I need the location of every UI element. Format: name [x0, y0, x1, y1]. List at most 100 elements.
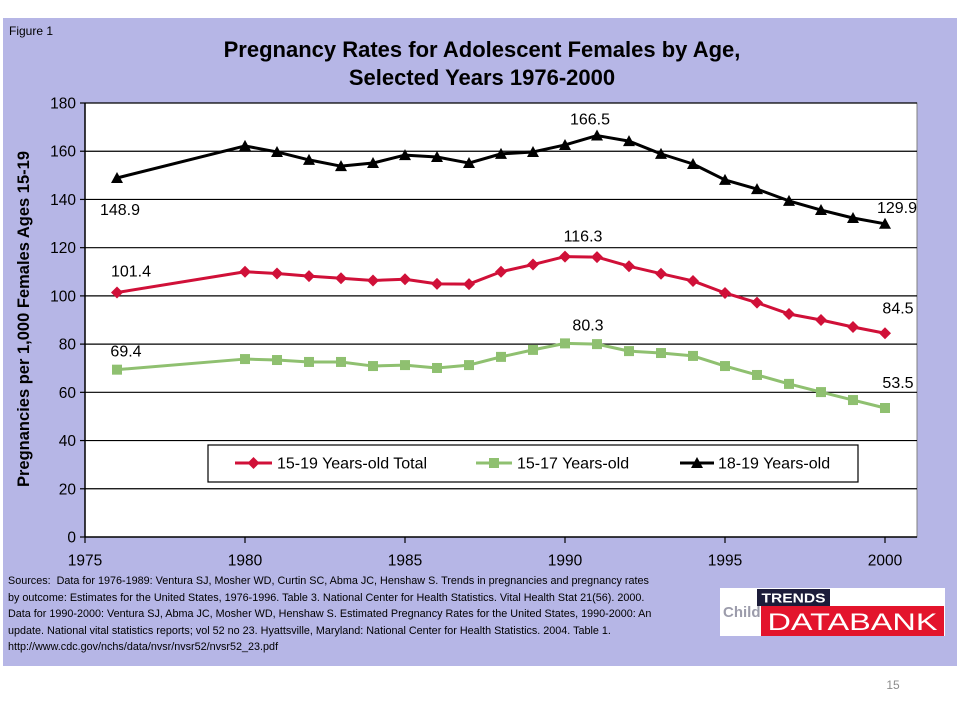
data-point	[688, 350, 698, 361]
series-15-17-years-old: 69.4 80.3 53.5	[110, 317, 914, 414]
data-point	[815, 204, 827, 216]
data-point	[464, 360, 474, 371]
data-point	[624, 346, 634, 357]
y-tick-label: 120	[50, 240, 76, 257]
legend-label: 15-19 Years-old Total	[277, 456, 427, 473]
x-tick-label: 1985	[388, 553, 422, 570]
data-point	[271, 145, 283, 157]
data-point	[687, 158, 699, 170]
child-trends-databank-logo: Child TRENDS DATABANK	[720, 588, 945, 636]
series-line	[115, 255, 887, 335]
data-point	[527, 258, 539, 271]
data-point	[367, 157, 379, 169]
data-point	[559, 138, 571, 150]
legend-marker	[489, 458, 499, 468]
data-point	[335, 160, 347, 172]
data-point	[751, 183, 763, 195]
data-point	[816, 387, 826, 398]
x-tick-label: 1990	[548, 553, 583, 570]
series-18-19-years-old: 148.9 166.5 129.9	[100, 112, 917, 229]
data-point	[847, 212, 859, 224]
data-label: 129.9	[877, 200, 917, 217]
chart-title-line-1: Pregnancy Rates for Adolescent Females b…	[223, 37, 741, 62]
y-tick-label: 160	[50, 144, 76, 161]
data-point	[528, 344, 538, 355]
data-point	[847, 320, 859, 333]
data-label: 148.9	[100, 202, 140, 219]
logo-databank-text: DATABANK	[768, 609, 938, 636]
data-point	[655, 147, 667, 159]
y-tick-label: 40	[59, 433, 77, 450]
legend-label: 18-19 Years-old	[718, 456, 830, 473]
legend-item: 18-19 Years-old	[680, 456, 830, 473]
data-point	[399, 149, 411, 161]
data-point	[463, 157, 475, 169]
data-point	[111, 171, 123, 183]
data-point	[239, 265, 251, 278]
data-point	[495, 147, 507, 159]
data-label: 116.3	[564, 229, 603, 246]
data-point	[463, 278, 475, 291]
sources-note: Sources: Data for 1976-1989: Ventura SJ,…	[8, 573, 651, 656]
data-point	[495, 265, 507, 278]
data-point	[399, 273, 411, 286]
data-point	[431, 277, 443, 290]
legend: 15-19 Years-old Total 15-17 Years-old 18-1…	[207, 444, 859, 483]
x-tick-label: 1995	[708, 553, 742, 570]
data-point	[784, 378, 794, 389]
y-tick-label: 180	[50, 96, 76, 113]
data-point	[111, 286, 123, 299]
logo-trends-text: TRENDS	[762, 591, 826, 606]
data-point	[752, 369, 762, 380]
y-tick-label: 0	[67, 530, 76, 547]
legend-item: 15-19 Years-old Total	[235, 456, 427, 473]
source-url: http://www.cdc.gov/nchs/data/nvsr/nvsr52…	[8, 641, 279, 654]
data-label: 69.4	[110, 344, 141, 361]
data-point	[655, 267, 667, 280]
data-point	[783, 307, 795, 320]
data-point	[591, 251, 603, 264]
data-label: 101.4	[111, 264, 151, 281]
data-point	[527, 145, 539, 157]
logo-trends-band	[757, 589, 830, 606]
data-point	[880, 403, 890, 414]
data-point	[720, 361, 730, 372]
y-tick-label: 80	[59, 337, 77, 354]
source-line: Data for 1990-2000: Ventura SJ, Abma JC,…	[8, 608, 652, 621]
x-tick-label: 1980	[228, 553, 263, 570]
data-point	[272, 355, 282, 366]
data-point	[303, 153, 315, 165]
series-line	[115, 134, 887, 226]
data-point	[336, 356, 346, 367]
data-point	[112, 364, 122, 375]
data-point	[815, 314, 827, 326]
data-point	[368, 361, 378, 372]
y-axis-label: Pregnancies per 1,000 Females Ages 15-19	[15, 151, 33, 487]
slide-number: 15	[886, 678, 900, 692]
logo-databank-band	[761, 606, 944, 636]
data-point	[591, 129, 603, 141]
y-tick-label: 60	[59, 385, 77, 402]
y-tick-label: 100	[50, 288, 76, 305]
legend-marker	[691, 457, 703, 468]
chart-marks: 0 20 40 60 80 100 120 140 160 180 1975 1980 1985 1990…	[50, 96, 918, 570]
data-point	[335, 272, 347, 285]
data-point	[496, 351, 506, 362]
data-point	[848, 395, 858, 406]
y-tick-label: 140	[50, 192, 76, 209]
data-label: 80.3	[572, 317, 603, 334]
legend-marker	[247, 457, 260, 469]
data-label: 53.5	[882, 375, 913, 392]
data-point	[623, 260, 635, 273]
y-tick-label: 20	[59, 481, 77, 498]
data-point	[783, 194, 795, 206]
source-line: Sources: Data for 1976-1989: Ventura SJ,…	[8, 575, 649, 587]
chart-title-line-2: Selected Years 1976-2000	[348, 65, 616, 90]
data-point	[271, 267, 283, 280]
data-point	[560, 338, 570, 349]
data-point	[303, 270, 315, 283]
data-point	[719, 286, 731, 299]
data-point	[240, 354, 250, 365]
data-point	[879, 217, 891, 229]
